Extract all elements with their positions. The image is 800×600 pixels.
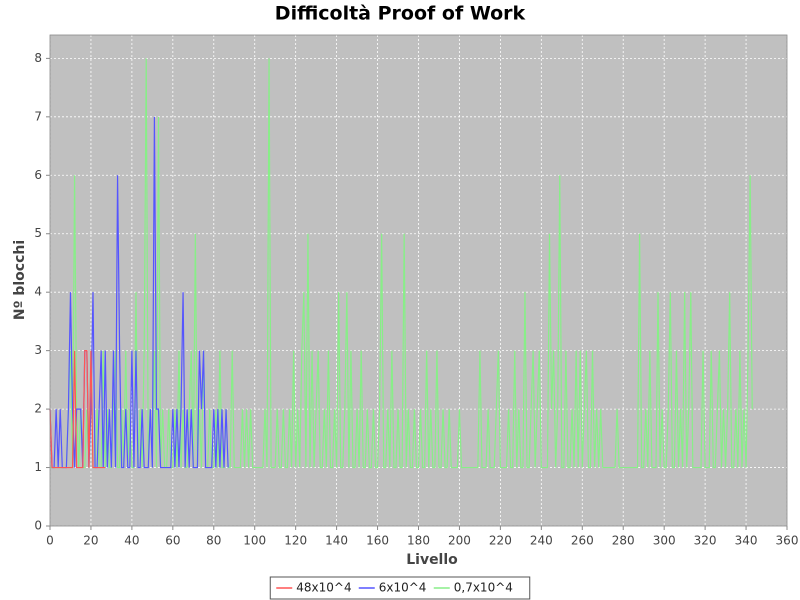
y-tick-label: 8 (34, 51, 42, 65)
x-tick-label: 120 (284, 534, 307, 548)
x-tick-label: 60 (165, 534, 180, 548)
y-tick-label: 3 (34, 343, 42, 357)
series-line (49, 350, 106, 469)
x-tick-label: 220 (489, 534, 512, 548)
legend-label: 48x10^4 (296, 581, 351, 595)
y-tick-label: 5 (34, 226, 42, 240)
plot-border (49, 34, 788, 527)
x-tick-label: 320 (694, 534, 717, 548)
x-tick-label: 300 (653, 534, 676, 548)
y-tick-label: 7 (34, 109, 42, 123)
x-tick-label: 0 (46, 534, 54, 548)
y-tick-label: 1 (34, 460, 42, 474)
x-tick-label: 240 (530, 534, 553, 548)
x-tick-label: 100 (243, 534, 266, 548)
y-tick-label: 4 (34, 285, 42, 299)
series-line (49, 116, 229, 469)
x-axis-label: Livello (406, 552, 458, 568)
x-tick-label: 360 (776, 534, 799, 548)
y-axis-label: Nº blocchi (12, 240, 28, 320)
x-tick-label: 80 (206, 534, 221, 548)
x-tick-label: 200 (448, 534, 471, 548)
legend-label: 0,7x10^4 (454, 581, 513, 595)
x-tick-label: 340 (735, 534, 758, 548)
legend-box (269, 576, 531, 600)
x-tick-label: 180 (407, 534, 430, 548)
x-tick-label: 160 (366, 534, 389, 548)
series-line (50, 58, 753, 469)
y-tick-label: 2 (34, 402, 42, 416)
x-tick-label: 280 (612, 534, 635, 548)
x-tick-label: 140 (325, 534, 348, 548)
x-tick-label: 260 (571, 534, 594, 548)
y-tick-label: 0 (34, 519, 42, 533)
y-tick-label: 6 (34, 168, 42, 182)
x-tick-label: 20 (83, 534, 98, 548)
chart-title: Difficoltà Proof of Work (275, 3, 526, 25)
x-tick-label: 40 (124, 534, 139, 548)
legend-label: 6x10^4 (379, 581, 427, 595)
